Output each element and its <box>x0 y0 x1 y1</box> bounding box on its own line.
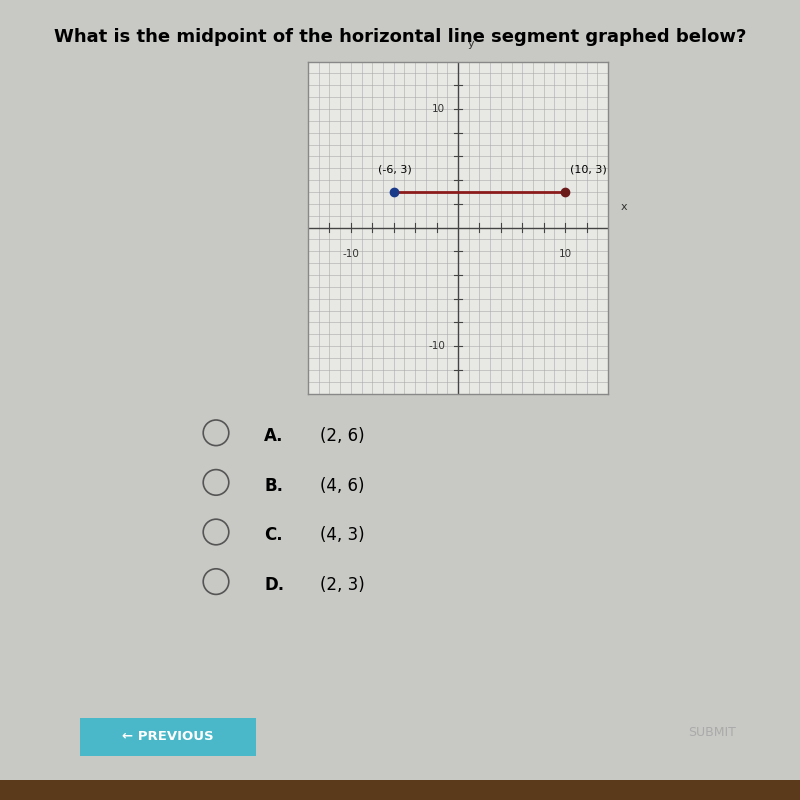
Text: y: y <box>467 39 474 49</box>
Text: 10: 10 <box>432 104 445 114</box>
Text: -10: -10 <box>428 341 445 351</box>
Text: ← PREVIOUS: ← PREVIOUS <box>122 730 214 743</box>
Text: x: x <box>621 202 627 212</box>
Text: C.: C. <box>264 526 282 544</box>
Text: (-6, 3): (-6, 3) <box>378 164 411 174</box>
Text: 10: 10 <box>558 249 572 259</box>
Text: What is the midpoint of the horizontal line segment graphed below?: What is the midpoint of the horizontal l… <box>54 28 746 46</box>
Text: (2, 6): (2, 6) <box>320 427 365 445</box>
Text: A.: A. <box>264 427 283 445</box>
Text: SUBMIT: SUBMIT <box>688 726 736 738</box>
Text: (4, 6): (4, 6) <box>320 477 365 494</box>
Text: -10: -10 <box>342 249 359 259</box>
Text: (2, 3): (2, 3) <box>320 576 365 594</box>
Text: B.: B. <box>264 477 283 494</box>
Text: (10, 3): (10, 3) <box>570 164 607 174</box>
Text: D.: D. <box>264 576 284 594</box>
Text: (4, 3): (4, 3) <box>320 526 365 544</box>
